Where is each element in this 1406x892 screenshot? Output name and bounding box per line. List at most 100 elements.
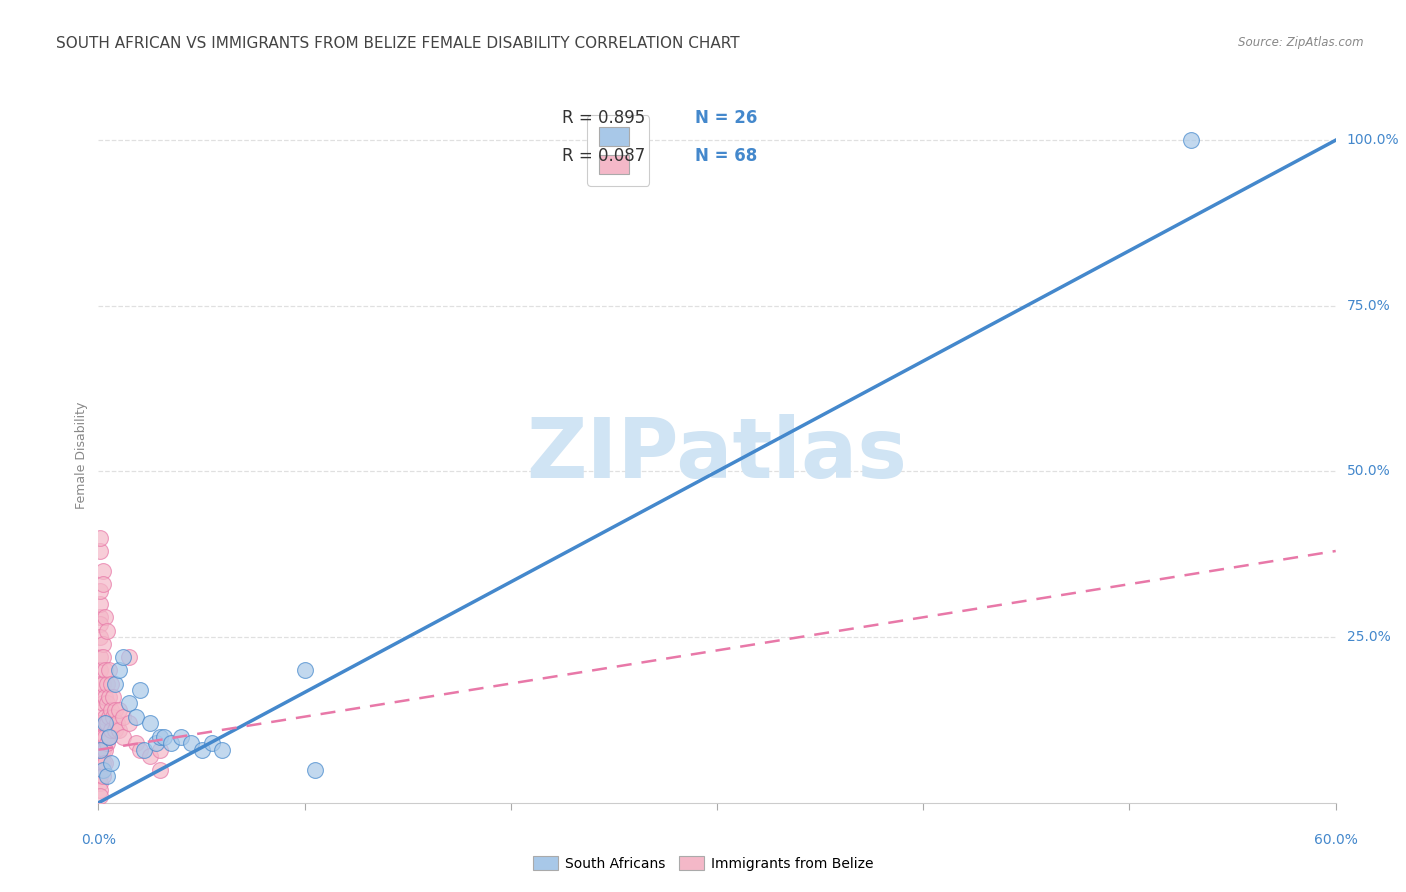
Point (149, 743, 172, 757)
Point (149, 730, 172, 744)
Point (91, 650, 114, 665)
Point (91, 716, 114, 731)
Point (91, 743, 114, 757)
Point (132, 743, 155, 757)
Point (124, 709, 146, 723)
Point (89, 597, 111, 611)
Point (149, 763, 172, 777)
Point (104, 676, 127, 690)
Point (89, 743, 111, 757)
Point (112, 650, 135, 665)
Point (89, 663, 111, 677)
Point (91, 756, 114, 770)
Point (89, 749, 111, 764)
Point (93, 730, 115, 744)
Point (96, 697, 118, 711)
Point (100, 723, 122, 737)
Point (93, 663, 115, 677)
Point (128, 743, 150, 757)
Text: N = 26: N = 26 (696, 109, 758, 127)
Point (100, 756, 122, 770)
Text: 60.0%: 60.0% (1313, 833, 1358, 847)
Point (145, 736, 167, 750)
Point (89, 690, 111, 704)
Point (304, 763, 326, 777)
Point (96, 769, 118, 783)
Point (89, 630, 111, 644)
Text: 100.0%: 100.0% (1347, 133, 1399, 147)
Point (89, 789, 111, 804)
Point (91, 730, 114, 744)
Point (139, 749, 162, 764)
Point (91, 637, 114, 651)
Point (97, 709, 120, 723)
Point (97, 730, 120, 744)
Point (93, 709, 115, 723)
Point (1180, 133, 1202, 147)
Point (101, 709, 124, 723)
Point (91, 697, 114, 711)
Point (118, 697, 141, 711)
Text: SOUTH AFRICAN VS IMMIGRANTS FROM BELIZE FEMALE DISABILITY CORRELATION CHART: SOUTH AFRICAN VS IMMIGRANTS FROM BELIZE … (56, 36, 740, 51)
Point (91, 577, 114, 591)
Point (96, 624, 118, 638)
Point (139, 716, 162, 731)
Point (89, 650, 111, 665)
Point (211, 743, 233, 757)
Point (100, 676, 122, 690)
Point (89, 743, 111, 757)
Point (89, 531, 111, 545)
Point (128, 683, 150, 698)
Point (294, 663, 316, 677)
Point (108, 703, 131, 717)
Point (91, 769, 114, 783)
Point (100, 703, 122, 717)
Point (89, 756, 111, 770)
Point (97, 663, 120, 677)
Text: 75.0%: 75.0% (1347, 299, 1391, 313)
Text: 25.0%: 25.0% (1347, 630, 1391, 644)
Text: Source: ZipAtlas.com: Source: ZipAtlas.com (1239, 36, 1364, 49)
Point (89, 730, 111, 744)
Point (190, 743, 212, 757)
Point (96, 676, 118, 690)
Point (89, 610, 111, 624)
Point (89, 616, 111, 631)
Point (105, 716, 128, 731)
Point (101, 690, 124, 704)
Legend: South Africans, Immigrants from Belize: South Africans, Immigrants from Belize (527, 850, 879, 876)
Point (89, 776, 111, 790)
Point (89, 769, 111, 783)
Point (118, 716, 141, 731)
Point (93, 610, 115, 624)
Y-axis label: Female Disability: Female Disability (75, 401, 89, 508)
Point (170, 730, 193, 744)
Point (89, 716, 111, 731)
Point (124, 736, 146, 750)
Point (91, 676, 114, 690)
Point (108, 663, 131, 677)
Point (97, 690, 120, 704)
Point (201, 736, 224, 750)
Point (93, 743, 115, 757)
Point (89, 544, 111, 558)
Point (153, 730, 176, 744)
Text: 0.0%: 0.0% (82, 833, 115, 847)
Point (96, 716, 118, 731)
Point (91, 564, 114, 578)
Text: R = 0.087: R = 0.087 (562, 147, 645, 165)
Text: N = 68: N = 68 (696, 147, 758, 165)
Text: R = 0.895: R = 0.895 (562, 109, 645, 127)
Point (112, 709, 135, 723)
Point (93, 690, 115, 704)
Point (112, 730, 135, 744)
Point (89, 583, 111, 598)
Point (159, 736, 181, 750)
Point (89, 676, 111, 690)
Point (180, 736, 202, 750)
Point (93, 716, 115, 731)
Point (96, 736, 118, 750)
Point (118, 650, 141, 665)
Point (89, 782, 111, 797)
Point (104, 703, 127, 717)
